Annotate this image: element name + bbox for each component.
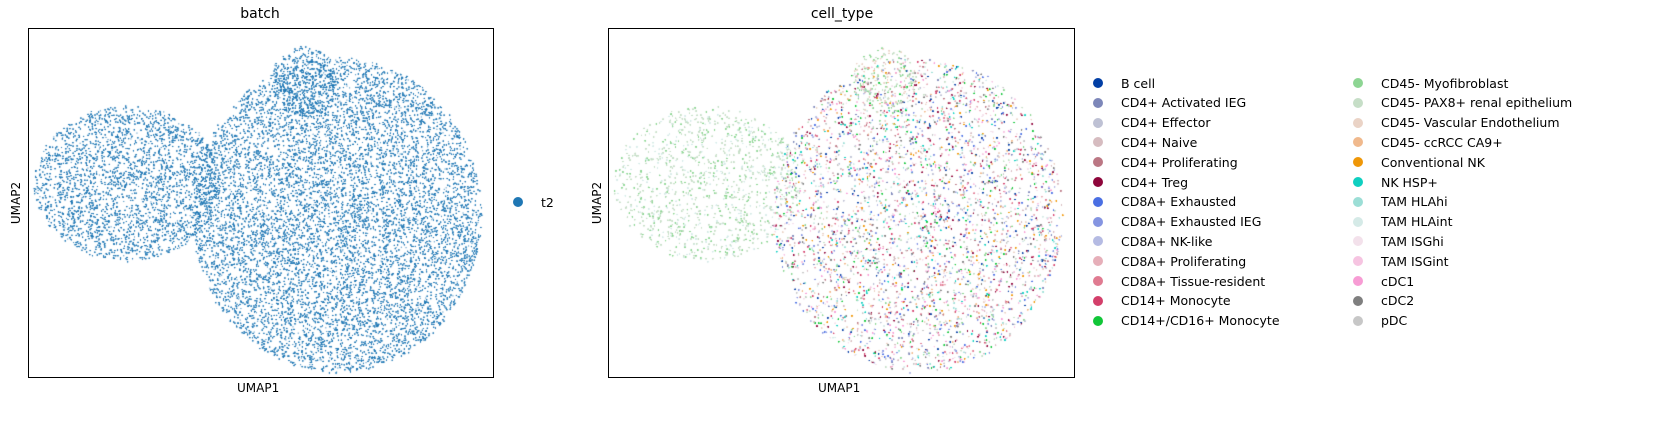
legend-item: Conventional NK bbox=[1353, 152, 1485, 172]
legend-label: CD8A+ Exhausted bbox=[1121, 194, 1237, 210]
legend-label: CD4+ Proliferating bbox=[1121, 154, 1238, 170]
legend-item: B cell bbox=[1093, 73, 1155, 93]
legend-item: CD8A+ Tissue-resident bbox=[1093, 271, 1265, 291]
legend-item: CD8A+ NK-like bbox=[1093, 231, 1212, 251]
celltype-y-axis-label: UMAP2 bbox=[590, 181, 604, 225]
batch-y-axis-label: UMAP2 bbox=[9, 181, 23, 225]
legend-item: NK HSP+ bbox=[1353, 172, 1438, 192]
legend-marker bbox=[1093, 78, 1103, 88]
batch-scatter-plot bbox=[28, 28, 494, 378]
legend-label: CD14+/CD16+ Monocyte bbox=[1121, 313, 1280, 329]
celltype-scatter-points bbox=[609, 29, 1074, 377]
legend-item: CD14+ Monocyte bbox=[1093, 291, 1231, 311]
legend-item: CD4+ Proliferating bbox=[1093, 152, 1238, 172]
legend-label: CD8A+ Proliferating bbox=[1121, 253, 1247, 269]
legend-marker bbox=[1093, 256, 1103, 267]
legend-item: CD8A+ Exhausted bbox=[1093, 192, 1236, 212]
legend-marker bbox=[1353, 315, 1363, 326]
legend-item: CD45- ccRCC CA9+ bbox=[1353, 132, 1503, 152]
legend-marker bbox=[1353, 216, 1363, 227]
batch-scatter-points bbox=[29, 29, 493, 377]
legend-marker bbox=[1093, 315, 1103, 326]
celltype-scatter-plot bbox=[608, 28, 1075, 378]
legend-label: CD45- Myofibroblast bbox=[1381, 75, 1509, 91]
legend-marker bbox=[1093, 196, 1103, 207]
batch-plot-title: batch bbox=[240, 6, 280, 22]
legend-marker bbox=[1093, 295, 1103, 306]
legend-label: CD4+ Activated IEG bbox=[1121, 95, 1247, 111]
legend-marker bbox=[1093, 117, 1103, 128]
legend-label: TAM HLAhi bbox=[1381, 194, 1448, 210]
legend-label: CD4+ Effector bbox=[1121, 115, 1211, 131]
legend-marker bbox=[1353, 196, 1363, 207]
legend-marker bbox=[1353, 236, 1363, 247]
legend-label: cDC2 bbox=[1381, 293, 1415, 309]
legend-label: CD8A+ NK-like bbox=[1121, 233, 1213, 249]
legend-label: pDC bbox=[1381, 313, 1408, 329]
legend-marker bbox=[1093, 97, 1103, 108]
legend-label: TAM HLAint bbox=[1381, 214, 1453, 230]
legend-marker bbox=[1353, 295, 1363, 306]
legend-label: B cell bbox=[1121, 75, 1156, 91]
legend-label: cDC1 bbox=[1381, 273, 1415, 289]
legend-marker bbox=[1353, 137, 1363, 148]
legend-item: CD45- PAX8+ renal epithelium bbox=[1353, 93, 1572, 113]
legend-label: Conventional NK bbox=[1381, 154, 1485, 170]
legend-marker bbox=[1353, 117, 1363, 128]
legend-item: TAM ISGhi bbox=[1353, 231, 1444, 251]
legend-marker bbox=[1093, 276, 1103, 286]
legend-label: NK HSP+ bbox=[1381, 174, 1438, 190]
legend-item: CD4+ Activated IEG bbox=[1093, 93, 1246, 113]
legend-item: CD4+ Naive bbox=[1093, 132, 1197, 152]
legend-item: TAM HLAhi bbox=[1353, 192, 1448, 212]
celltype-x-axis-label: UMAP1 bbox=[818, 381, 861, 395]
legend-marker bbox=[1353, 256, 1363, 267]
legend-item: pDC bbox=[1353, 311, 1407, 331]
legend-item: t2 bbox=[513, 192, 554, 212]
legend-item: CD45- Vascular Endothelium bbox=[1353, 113, 1560, 133]
legend-label: CD4+ Naive bbox=[1121, 134, 1198, 150]
legend-label: TAM ISGint bbox=[1381, 253, 1449, 269]
celltype-plot-title: cell_type bbox=[810, 6, 874, 22]
legend-marker bbox=[1353, 276, 1363, 286]
legend-marker bbox=[1353, 97, 1363, 108]
legend-label: t2 bbox=[541, 194, 554, 210]
legend-label: CD8A+ Tissue-resident bbox=[1121, 273, 1266, 289]
legend-item: cDC2 bbox=[1353, 291, 1414, 311]
legend-label: CD8A+ Exhausted IEG bbox=[1121, 214, 1262, 230]
legend-label: CD4+ Treg bbox=[1121, 174, 1189, 190]
legend-marker bbox=[1093, 157, 1103, 168]
legend-item: CD14+/CD16+ Monocyte bbox=[1093, 311, 1280, 331]
legend-label: CD45- PAX8+ renal epithelium bbox=[1381, 95, 1573, 111]
legend-item: TAM HLAint bbox=[1353, 212, 1452, 232]
legend-label: TAM ISGhi bbox=[1381, 233, 1444, 249]
legend-label: CD45- ccRCC CA9+ bbox=[1381, 134, 1503, 150]
legend-item: CD4+ Treg bbox=[1093, 172, 1188, 192]
legend-item: cDC1 bbox=[1353, 271, 1414, 291]
legend-marker bbox=[1353, 177, 1363, 187]
legend-label: CD45- Vascular Endothelium bbox=[1381, 115, 1560, 131]
legend-marker bbox=[1093, 137, 1103, 148]
legend-marker bbox=[1093, 216, 1103, 227]
legend-item: CD45- Myofibroblast bbox=[1353, 73, 1508, 93]
legend-item: CD8A+ Exhausted IEG bbox=[1093, 212, 1261, 232]
batch-x-axis-label: UMAP1 bbox=[237, 381, 280, 395]
legend-label: CD14+ Monocyte bbox=[1121, 293, 1231, 309]
legend-item: TAM ISGint bbox=[1353, 251, 1449, 271]
legend-marker bbox=[1093, 177, 1103, 187]
legend-marker bbox=[1353, 157, 1363, 168]
legend-item: CD8A+ Proliferating bbox=[1093, 251, 1246, 271]
legend-marker bbox=[513, 197, 523, 207]
legend-marker bbox=[1093, 236, 1103, 247]
legend-item: CD4+ Effector bbox=[1093, 113, 1211, 133]
legend-marker bbox=[1353, 78, 1363, 88]
